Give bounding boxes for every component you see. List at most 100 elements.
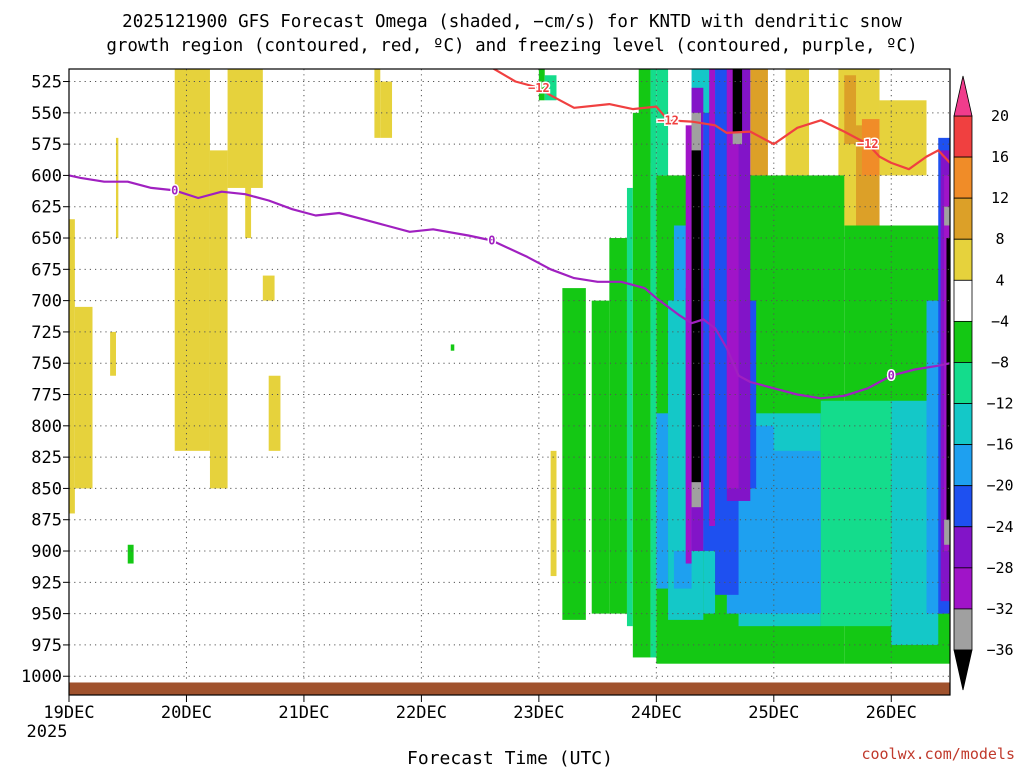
colorbar-label: 16	[991, 148, 1009, 166]
colorbar-segment	[953, 197, 973, 240]
time-axis: 19DEC 20DEC 21DEC 22DEC 23DEC 24DEC 25DEC 26DEC	[43, 695, 917, 723]
omega-cell	[632, 112, 651, 658]
pressure-axis: 525 550 575 600 625 650 675 700 725 750 775 800 825 8…	[21, 73, 69, 687]
freezing-level-contour-label: 0	[488, 234, 495, 248]
colorbar-label: 8	[995, 230, 1004, 248]
y-tick-label: 725	[31, 323, 62, 343]
freezing-level-contour-line	[69, 174, 950, 400]
omega-cell	[879, 100, 927, 176]
omega-cell	[174, 69, 210, 451]
y-tick-label: 675	[31, 260, 62, 280]
y-tick-label: 950	[31, 605, 62, 625]
y-tick-label: 700	[31, 292, 62, 312]
terrain	[69, 682, 950, 695]
dgz-contour-line	[491, 69, 950, 171]
y-tick-label: 900	[31, 542, 62, 562]
colorbar-label: 12	[991, 189, 1009, 207]
colorbar-segment	[953, 279, 973, 322]
freezing-level-contour-label: 0	[171, 183, 178, 197]
colorbar-label: −32	[986, 600, 1013, 618]
omega-cell	[550, 450, 557, 577]
omega-cell	[750, 69, 768, 201]
colorbar-segment	[953, 115, 973, 158]
omega-cell	[726, 69, 739, 489]
contours: 0 0 0 −12 −12 −12	[69, 69, 950, 400]
omega-cell	[110, 331, 116, 376]
omega-cell	[656, 69, 669, 176]
colorbar-segment	[953, 320, 973, 363]
credit-text: coolwx.com/models	[861, 745, 1015, 763]
colorbar-segment	[953, 362, 973, 404]
omega-cell	[268, 375, 281, 451]
omega-cell	[127, 544, 134, 564]
omega-cell	[844, 75, 857, 145]
colorbar-label: −16	[986, 436, 1013, 454]
omega-cell	[626, 187, 633, 627]
y-tick-label: 975	[31, 636, 62, 656]
y-tick-label: 650	[31, 229, 62, 249]
omega-shading	[69, 69, 950, 664]
omega-cell	[69, 219, 75, 514]
omega-colorbar: 20 16 12 8 4 −4 −8 −12 −16 −20 −24 −28 −32 −36	[953, 75, 1014, 691]
plot-frame	[68, 68, 951, 696]
colorbar-bottom-arrow	[953, 649, 973, 691]
omega-cell	[638, 69, 651, 163]
omega-cell	[773, 450, 821, 614]
colorbar-label: −20	[986, 477, 1013, 495]
omega-cell	[750, 300, 833, 389]
omega-cell	[538, 69, 545, 101]
omega-cell	[785, 69, 810, 176]
omega-cell	[544, 75, 557, 101]
y-tick-label: 625	[31, 198, 62, 218]
omega-cell	[374, 69, 381, 138]
omega-cell	[115, 137, 119, 239]
omega-cell	[691, 150, 701, 483]
x-tick-label: 24DEC	[631, 703, 682, 723]
omega-cell	[380, 81, 393, 138]
y-tick-label: 600	[31, 166, 62, 186]
chart-title-line-2: growth region (contoured, red, ºC) and f…	[106, 36, 917, 56]
omega-cell	[227, 69, 263, 188]
colorbar-label: −8	[991, 353, 1009, 371]
omega-cell	[650, 69, 657, 658]
colorbar-label: 4	[995, 271, 1004, 289]
colorbar-label: −28	[986, 559, 1013, 577]
x-tick-label: 21DEC	[278, 703, 329, 723]
terrain-band	[69, 682, 950, 695]
x-tick-label: 25DEC	[748, 703, 799, 723]
x-tick-label: 19DEC	[43, 703, 94, 723]
omega-cell	[685, 125, 692, 564]
omega-cell	[709, 69, 716, 526]
y-tick-label: 925	[31, 573, 62, 593]
colorbar-segment	[953, 238, 973, 281]
omega-cell	[74, 306, 93, 489]
colorbar-label: −4	[991, 312, 1009, 330]
colorbar-segment	[953, 403, 973, 446]
colorbar-segment	[953, 526, 973, 569]
y-tick-label: 875	[31, 511, 62, 531]
y-tick-label: 850	[31, 479, 62, 499]
omega-cell	[262, 275, 275, 301]
freezing-level-contour-label: 0	[888, 369, 895, 383]
colorbar-label: −12	[986, 395, 1013, 413]
y-tick-label: 550	[31, 104, 62, 124]
dgz-contour-label: −12	[528, 81, 550, 95]
y-tick-label: 775	[31, 386, 62, 406]
colorbar-segment	[953, 608, 973, 651]
omega-cell	[656, 413, 669, 589]
omega-cell	[732, 69, 743, 132]
y-tick-label: 575	[31, 135, 62, 155]
y-tick-label: 525	[31, 73, 62, 93]
omega-cell	[609, 238, 627, 614]
colorbar-segment	[953, 444, 973, 487]
colorbar-segment	[953, 567, 973, 610]
colorbar-label: −36	[986, 641, 1013, 659]
x-tick-label: 26DEC	[866, 703, 917, 723]
x-tick-label: 23DEC	[513, 703, 564, 723]
x-axis-label: Forecast Time (UTC)	[407, 748, 613, 768]
omega-cell	[944, 206, 950, 226]
y-tick-label: 1000	[21, 667, 62, 687]
omega-cell	[562, 288, 586, 620]
x-tick-label: 22DEC	[396, 703, 447, 723]
